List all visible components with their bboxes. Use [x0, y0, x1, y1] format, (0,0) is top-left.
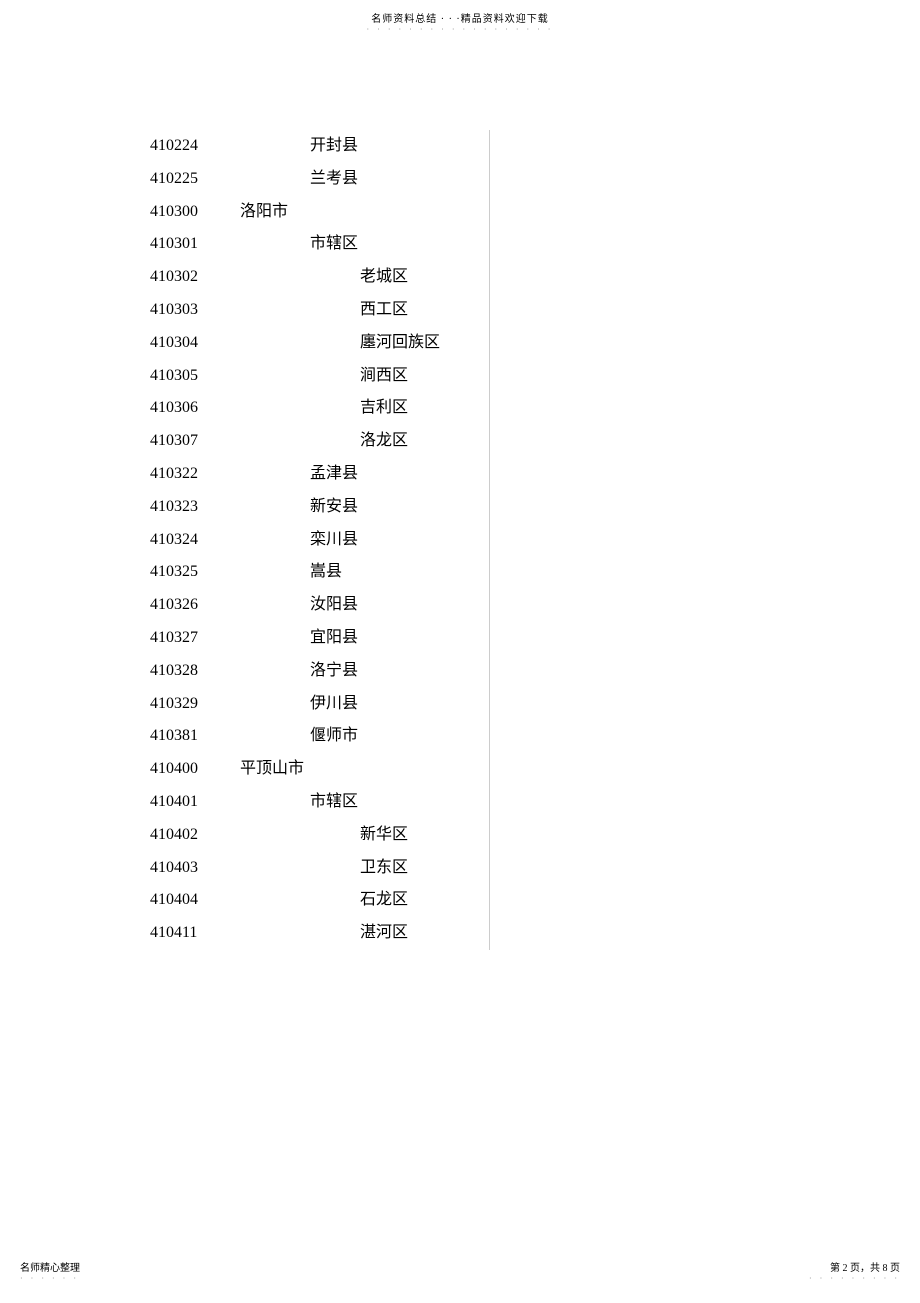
- region-code-table: 410224开封县410225兰考县410300洛阳市410301市辖区4103…: [150, 130, 490, 950]
- cell-code: 410402: [150, 825, 240, 846]
- table-row: 410323 新安县: [150, 491, 489, 524]
- cell-district: 洛龙区: [360, 431, 489, 452]
- cell-code: 410400: [150, 759, 240, 780]
- cell-code: 410325: [150, 562, 240, 583]
- table-row: 410326 汝阳县: [150, 589, 489, 622]
- footer-left-text: 名师精心整理: [20, 1259, 80, 1274]
- header-dots: · · · · · · · · · · · · · · · · · ·: [0, 25, 920, 34]
- cell-code: 410305: [150, 366, 240, 387]
- footer-right-dots: · · · · · · · · ·: [809, 1274, 900, 1283]
- cell-subdivision: 伊川县: [310, 694, 360, 715]
- table-row: 410402 新华区: [150, 819, 489, 852]
- cell-subdivision: 宜阳县: [310, 628, 360, 649]
- table-row: 410304 廛河回族区: [150, 327, 489, 360]
- cell-subdivision: 兰考县: [310, 169, 360, 190]
- cell-district: 石龙区: [360, 890, 489, 911]
- table-row: 410411 湛河区: [150, 917, 489, 950]
- cell-district: 西工区: [360, 300, 489, 321]
- table-row: 410306 吉利区: [150, 392, 489, 425]
- cell-code: 410403: [150, 858, 240, 879]
- table-row: 410301 市辖区: [150, 228, 489, 261]
- table-row: 410305 涧西区: [150, 360, 489, 393]
- cell-district: 新华区: [360, 825, 489, 846]
- cell-subdivision: 开封县: [310, 136, 360, 157]
- cell-code: 410324: [150, 530, 240, 551]
- cell-subdivision: 偃师市: [310, 726, 360, 747]
- cell-code: 410326: [150, 595, 240, 616]
- table-row: 410404 石龙区: [150, 884, 489, 917]
- table-row: 410225 兰考县: [150, 163, 489, 196]
- table-row: 410300洛阳市: [150, 196, 489, 229]
- table-row: 410328 洛宁县: [150, 655, 489, 688]
- cell-district: 卫东区: [360, 858, 489, 879]
- table-row: 410400平顶山市: [150, 753, 489, 786]
- cell-subdivision: 洛宁县: [310, 661, 360, 682]
- cell-code: 410301: [150, 234, 240, 255]
- cell-district: 老城区: [360, 267, 489, 288]
- cell-code: 410328: [150, 661, 240, 682]
- cell-code: 410225: [150, 169, 240, 190]
- cell-code: 410411: [150, 923, 240, 944]
- cell-district: 湛河区: [360, 923, 489, 944]
- cell-district: 吉利区: [360, 398, 489, 419]
- cell-subdivision: 汝阳县: [310, 595, 360, 616]
- cell-code: 410304: [150, 333, 240, 354]
- cell-code: 410401: [150, 792, 240, 813]
- page-header: 名师资料总结 · · ·精品资料欢迎下载 · · · · · · · · · ·…: [0, 10, 920, 34]
- table-row: 410329 伊川县: [150, 688, 489, 721]
- cell-code: 410329: [150, 694, 240, 715]
- cell-code: 410302: [150, 267, 240, 288]
- footer-left: 名师精心整理 · · · · · ·: [20, 1259, 80, 1283]
- cell-code: 410303: [150, 300, 240, 321]
- table-row: 410224 开封县: [150, 130, 489, 163]
- cell-subdivision: 嵩县: [310, 562, 360, 583]
- cell-district: 廛河回族区: [360, 333, 489, 354]
- cell-subdivision: 新安县: [310, 497, 360, 518]
- cell-code: 410327: [150, 628, 240, 649]
- cell-subdivision: 市辖区: [310, 792, 360, 813]
- table-row: 410327 宜阳县: [150, 622, 489, 655]
- table-row: 410381 偃师市: [150, 720, 489, 753]
- footer-right-text: 第 2 页，共 8 页: [809, 1259, 900, 1274]
- cell-code: 410307: [150, 431, 240, 452]
- table-row: 410324 栾川县: [150, 524, 489, 557]
- cell-code: 410381: [150, 726, 240, 747]
- cell-code: 410404: [150, 890, 240, 911]
- header-text: 名师资料总结 · · ·精品资料欢迎下载: [0, 10, 920, 25]
- cell-code: 410224: [150, 136, 240, 157]
- table-row: 410307 洛龙区: [150, 425, 489, 458]
- table-row: 410403 卫东区: [150, 852, 489, 885]
- cell-subdivision: 孟津县: [310, 464, 360, 485]
- table-row: 410325 嵩县: [150, 556, 489, 589]
- cell-code: 410306: [150, 398, 240, 419]
- table-row: 410322 孟津县: [150, 458, 489, 491]
- cell-city: 平顶山市: [240, 759, 310, 780]
- cell-city: 洛阳市: [240, 202, 310, 223]
- cell-code: 410323: [150, 497, 240, 518]
- footer-left-dots: · · · · · ·: [20, 1274, 80, 1283]
- cell-code: 410300: [150, 202, 240, 223]
- footer-right: 第 2 页，共 8 页 · · · · · · · · ·: [809, 1259, 900, 1283]
- cell-district: 涧西区: [360, 366, 489, 387]
- table-row: 410302 老城区: [150, 261, 489, 294]
- cell-subdivision: 市辖区: [310, 234, 360, 255]
- table-row: 410401 市辖区: [150, 786, 489, 819]
- cell-code: 410322: [150, 464, 240, 485]
- table-row: 410303 西工区: [150, 294, 489, 327]
- cell-subdivision: 栾川县: [310, 530, 360, 551]
